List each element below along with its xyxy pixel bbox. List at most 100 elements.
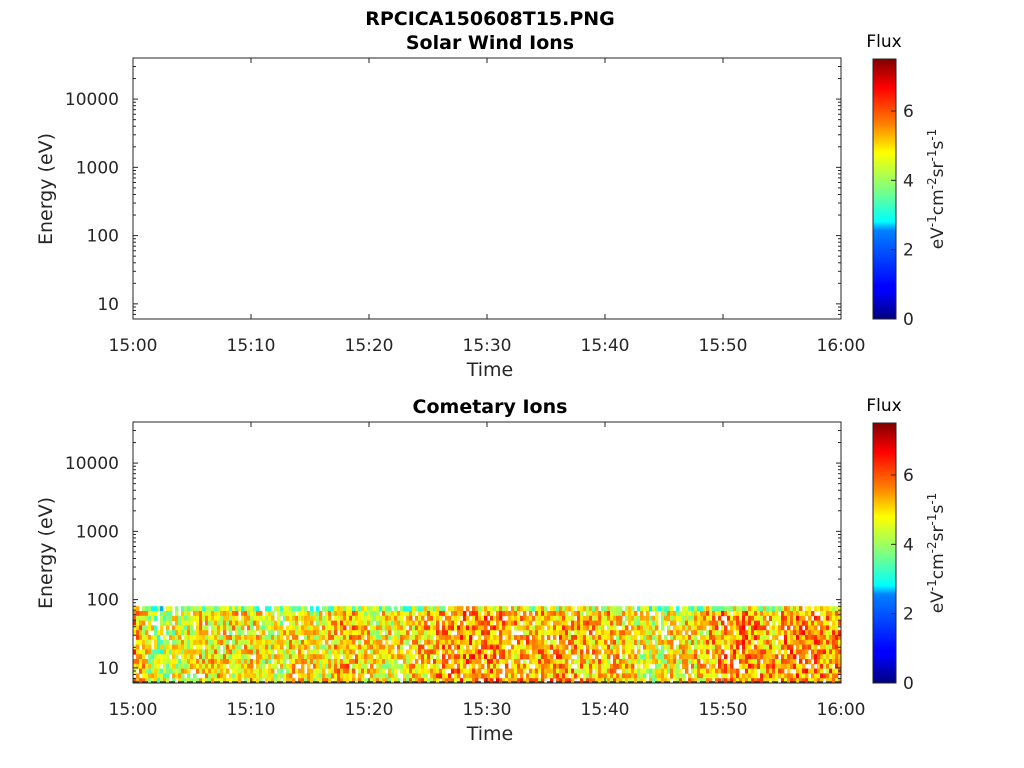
heatmap-cell bbox=[742, 635, 746, 641]
heatmap-cell bbox=[793, 620, 797, 626]
heatmap-cell bbox=[205, 620, 209, 626]
heatmap-cell bbox=[772, 644, 776, 650]
heatmap-cell bbox=[697, 668, 701, 674]
heatmap-cell bbox=[277, 606, 281, 612]
heatmap-cell bbox=[661, 663, 665, 669]
heatmap-cell bbox=[310, 678, 314, 683]
heatmap-cell bbox=[313, 659, 317, 665]
heatmap-cell bbox=[631, 639, 635, 645]
heatmap-cell bbox=[616, 606, 620, 612]
heatmap-cell bbox=[601, 639, 605, 645]
heatmap-cell bbox=[520, 644, 524, 650]
heatmap-cell bbox=[814, 606, 818, 612]
heatmap-cell bbox=[256, 606, 260, 612]
heatmap-cell bbox=[310, 639, 314, 645]
heatmap-cell bbox=[805, 625, 809, 631]
heatmap-cell bbox=[466, 654, 470, 660]
heatmap-cell bbox=[355, 615, 359, 621]
heatmap-cell bbox=[694, 620, 698, 626]
colorbar-tick-label: 6 bbox=[903, 102, 914, 122]
heatmap-cell bbox=[547, 659, 551, 665]
heatmap-cell bbox=[772, 639, 776, 645]
heatmap-cell bbox=[499, 606, 503, 612]
heatmap-cell bbox=[799, 635, 803, 641]
heatmap-cell bbox=[643, 615, 647, 621]
heatmap-cell bbox=[424, 649, 428, 655]
heatmap-cell bbox=[337, 659, 341, 665]
heatmap-cell bbox=[388, 673, 392, 679]
heatmap-cell bbox=[700, 620, 704, 626]
heatmap-cell bbox=[541, 649, 545, 655]
heatmap-cell bbox=[760, 639, 764, 645]
heatmap-cell bbox=[316, 673, 320, 679]
heatmap-cell bbox=[508, 611, 512, 617]
heatmap-cell bbox=[724, 654, 728, 660]
heatmap-cell bbox=[277, 615, 281, 621]
heatmap-cell bbox=[295, 639, 299, 645]
heatmap-cell bbox=[772, 654, 776, 660]
heatmap-cell bbox=[664, 663, 668, 669]
heatmap-cell bbox=[175, 668, 179, 674]
heatmap-cell bbox=[217, 625, 221, 631]
heatmap-cell bbox=[346, 639, 350, 645]
heatmap-cell bbox=[271, 668, 275, 674]
heatmap-cell bbox=[163, 673, 167, 679]
heatmap-cell bbox=[448, 606, 452, 612]
heatmap-cell bbox=[151, 678, 155, 683]
heatmap-cell bbox=[229, 625, 233, 631]
heatmap-cell bbox=[328, 606, 332, 612]
heatmap-cell bbox=[154, 644, 158, 650]
heatmap-cell bbox=[499, 635, 503, 641]
heatmap-cell bbox=[163, 615, 167, 621]
heatmap-cell bbox=[199, 649, 203, 655]
heatmap-cell bbox=[136, 663, 140, 669]
heatmap-cell bbox=[649, 639, 653, 645]
heatmap-cell bbox=[748, 668, 752, 674]
heatmap-cell bbox=[133, 615, 137, 621]
heatmap-cell bbox=[481, 654, 485, 660]
heatmap-cell bbox=[403, 639, 407, 645]
heatmap-cell bbox=[292, 649, 296, 655]
heatmap-cell bbox=[745, 649, 749, 655]
heatmap-cell bbox=[247, 649, 251, 655]
heatmap-cell bbox=[583, 615, 587, 621]
heatmap-cell bbox=[622, 673, 626, 679]
heatmap-cell bbox=[790, 611, 794, 617]
heatmap-cell bbox=[829, 673, 833, 679]
heatmap-cell bbox=[262, 630, 266, 636]
heatmap-cell bbox=[391, 611, 395, 617]
heatmap-cell bbox=[184, 635, 188, 641]
heatmap-cell bbox=[190, 663, 194, 669]
heatmap-cell bbox=[484, 678, 488, 683]
heatmap-cell bbox=[400, 644, 404, 650]
heatmap-cell bbox=[715, 654, 719, 660]
heatmap-cell bbox=[403, 673, 407, 679]
heatmap-cell bbox=[394, 668, 398, 674]
heatmap-cell bbox=[742, 625, 746, 631]
heatmap-cell bbox=[661, 606, 665, 612]
heatmap-cell bbox=[361, 606, 365, 612]
heatmap-cell bbox=[343, 668, 347, 674]
heatmap-cell bbox=[367, 654, 371, 660]
heatmap-cell bbox=[157, 673, 161, 679]
heatmap-cell bbox=[262, 644, 266, 650]
heatmap-cell bbox=[541, 635, 545, 641]
heatmap-cell bbox=[709, 673, 713, 679]
heatmap-cell bbox=[736, 611, 740, 617]
heatmap-cell bbox=[337, 649, 341, 655]
heatmap-cell bbox=[793, 639, 797, 645]
heatmap-cell bbox=[631, 644, 635, 650]
heatmap-cell bbox=[385, 606, 389, 612]
heatmap-cell bbox=[406, 654, 410, 660]
heatmap-cell bbox=[325, 630, 329, 636]
heatmap-cell bbox=[676, 611, 680, 617]
heatmap-cell bbox=[514, 654, 518, 660]
heatmap-cell bbox=[241, 673, 245, 679]
heatmap-cell bbox=[322, 659, 326, 665]
heatmap-cell bbox=[199, 625, 203, 631]
heatmap-cell bbox=[160, 654, 164, 660]
heatmap-cell bbox=[826, 611, 830, 617]
heatmap-cell bbox=[430, 654, 434, 660]
heatmap-cell bbox=[223, 654, 227, 660]
heatmap-cell bbox=[403, 678, 407, 683]
